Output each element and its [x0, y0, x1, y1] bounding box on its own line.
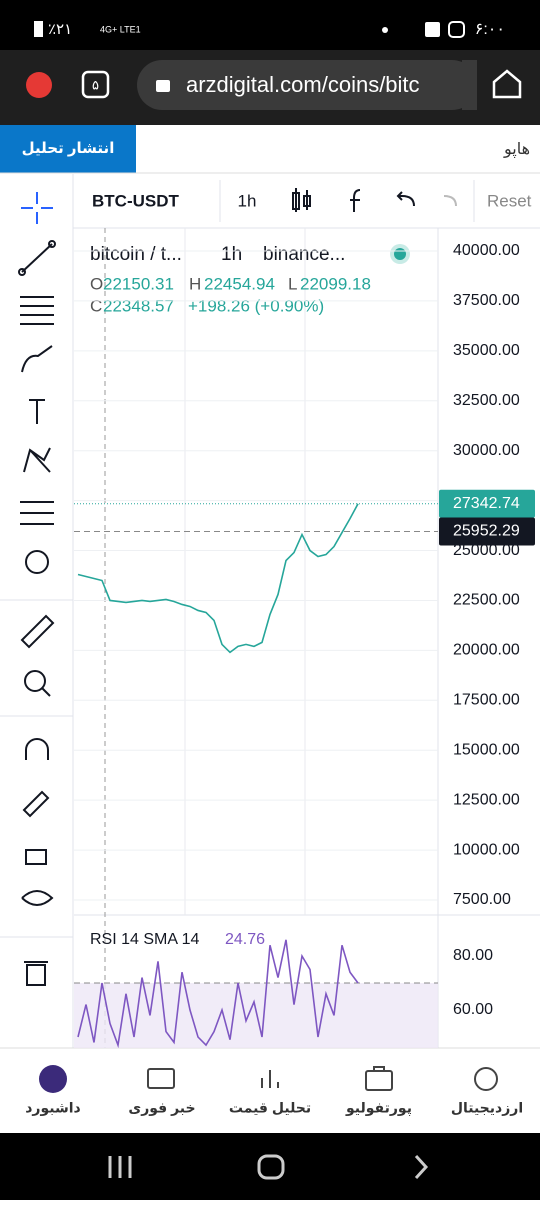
rsi-value: 24.76 — [225, 931, 265, 948]
legend-exchange: binance... — [263, 244, 345, 265]
battery-icon — [34, 21, 43, 37]
publish-label: انتشار تحلیل — [22, 140, 115, 157]
ohlc-value: 22150.31 — [103, 274, 174, 293]
legend-interval: 1h — [221, 244, 242, 265]
rsi-title: RSI 14 SMA 14 — [90, 931, 199, 948]
dot — [382, 27, 388, 33]
series-line — [77, 503, 359, 654]
rsi-band — [74, 983, 438, 1048]
clock: ۶:۰۰ — [475, 21, 505, 38]
url-fade — [462, 60, 477, 110]
ohlc: O 22150.31 H 22454.94 L 22099.18 C 22348… — [90, 274, 371, 315]
ohlc-label: H — [189, 274, 201, 293]
y-tick-label: 60.00 — [453, 1001, 493, 1018]
nav-label: خبر فوری — [128, 1100, 195, 1117]
y-tick-label: 40000.00 — [453, 242, 520, 259]
tabs-button[interactable] — [81, 70, 110, 99]
ohlc-label: C — [90, 296, 102, 315]
nav-icons[interactable] — [147, 1066, 498, 1091]
user-name: هاپو — [503, 141, 530, 159]
nav-label: تحلیل قیمت — [229, 1100, 311, 1116]
icon — [448, 21, 465, 38]
y-tick-label: 12500.00 — [453, 791, 520, 808]
interval[interactable]: 1h — [238, 191, 257, 210]
lock-icon — [156, 80, 170, 92]
price-label-box — [439, 517, 535, 546]
status-bar — [0, 0, 540, 50]
home-button[interactable] — [492, 69, 522, 99]
tool-dividers — [0, 599, 73, 938]
avatar[interactable] — [39, 1065, 67, 1093]
ohlc-value: 22099.18 — [300, 274, 371, 293]
tool-icons[interactable] — [18, 192, 56, 986]
status-dot — [394, 248, 406, 260]
y-tick-label: 80.00 — [453, 947, 493, 964]
y-tick-label: 7500.00 — [453, 891, 511, 908]
y-tick-label: 20000.00 — [453, 642, 520, 659]
icon — [425, 22, 440, 37]
toolbar-icons[interactable] — [292, 188, 457, 212]
tool-column — [0, 174, 73, 1048]
network: 4G+ LTE1 — [100, 24, 141, 34]
ohlc-label: L — [288, 274, 297, 293]
y-tick-label: 15000.00 — [453, 741, 520, 758]
legend-name: bitcoin / t... — [90, 244, 182, 265]
y-tick-label: 37500.00 — [453, 292, 520, 309]
nav-label: داشبورد — [25, 1100, 81, 1117]
ohlc-value: 22454.94 — [204, 274, 275, 293]
reset-button[interactable]: Reset — [487, 191, 532, 210]
y-tick-label: 17500.00 — [453, 692, 520, 709]
y-tick-label: 32500.00 — [453, 392, 520, 409]
nav-label: پورتفولیو — [345, 1100, 412, 1117]
system-buttons[interactable] — [108, 1154, 429, 1180]
y-tick-label: 30000.00 — [453, 442, 520, 459]
price-label: 27342.74 — [453, 495, 520, 512]
tab-count: ۵ — [92, 77, 99, 92]
url: arzdigital.com/coins/bitc — [186, 72, 420, 97]
y-tick-label: 35000.00 — [453, 342, 520, 359]
ohlc-label: O — [90, 274, 103, 293]
bottom-nav — [0, 1048, 540, 1133]
system-nav — [0, 1133, 540, 1200]
ohlc-value: 22348.57 — [103, 296, 174, 315]
price-label-box — [439, 489, 535, 518]
y-tick-label: 10000.00 — [453, 841, 520, 858]
symbol[interactable]: BTC-USDT — [92, 191, 179, 210]
nav-label: ارزدیجیتال — [451, 1100, 523, 1116]
vertical-grid — [184, 228, 306, 915]
publish-button[interactable] — [0, 125, 136, 173]
series-line — [77, 939, 359, 1048]
y-tick-label: 25000.00 — [453, 542, 520, 559]
change: +198.26 (+0.90%) — [188, 296, 324, 315]
ext-icon[interactable] — [26, 72, 52, 98]
price-label: 25952.29 — [453, 523, 520, 540]
url-field[interactable] — [137, 60, 477, 110]
battery: ٪۲۱ — [48, 21, 72, 38]
y-tick-label: 22500.00 — [453, 592, 520, 609]
